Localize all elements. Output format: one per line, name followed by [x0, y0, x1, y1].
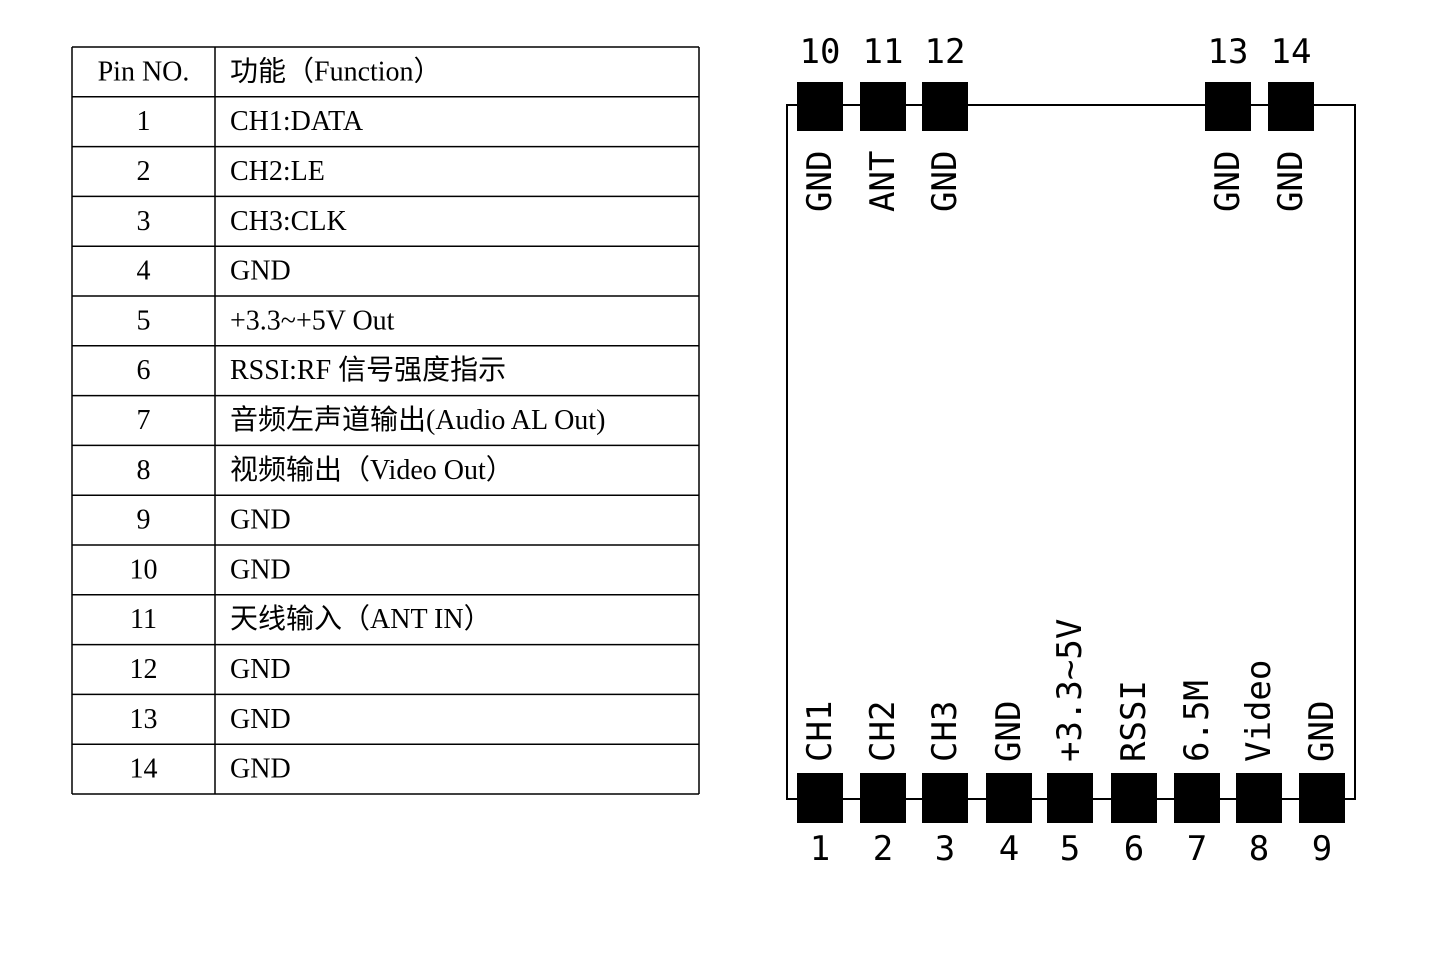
function-cell: GND: [230, 256, 291, 287]
pad: [1174, 773, 1220, 823]
pin-label: GND: [1208, 151, 1248, 212]
function-cell: GND: [230, 505, 291, 536]
pin-number: 12: [925, 32, 966, 72]
function-cell: 视频输出（Video Out）: [230, 454, 514, 486]
pin-number-cell: 13: [130, 704, 158, 735]
pin-number-cell: 1: [137, 106, 151, 137]
function-cell: RSSI:RF 信号强度指示: [230, 354, 506, 386]
pin-number: 4: [999, 829, 1019, 869]
pad: [922, 773, 968, 823]
pin-number-cell: 10: [130, 554, 158, 585]
pad: [860, 773, 906, 823]
pin-number: 2: [873, 829, 893, 869]
pin-number-cell: 8: [137, 455, 151, 486]
pin-number: 1: [810, 829, 830, 869]
table-header: Pin NO.: [98, 56, 190, 87]
pin-number: 8: [1249, 829, 1269, 869]
function-cell: CH2:LE: [230, 156, 325, 187]
function-cell: GND: [230, 754, 291, 785]
pin-label: GND: [1302, 701, 1342, 762]
pin-label: +3.3~5V: [1050, 619, 1090, 762]
pin-number: 11: [863, 32, 904, 72]
pin-label: CH2: [863, 701, 903, 762]
pin-label: GND: [1271, 151, 1311, 212]
pin-number-cell: 7: [137, 405, 151, 436]
pad: [1236, 773, 1282, 823]
function-cell: GND: [230, 554, 291, 585]
function-cell: 音频左声道输出(Audio AL Out): [230, 404, 605, 436]
pad: [797, 773, 843, 823]
pin-label: CH1: [800, 701, 840, 762]
pin-number: 7: [1187, 829, 1207, 869]
pin-number-cell: 9: [137, 505, 151, 536]
pin-number-cell: 11: [130, 604, 157, 635]
pad: [1268, 82, 1314, 131]
pad: [1299, 773, 1345, 823]
pin-number-cell: 3: [137, 206, 151, 237]
pad: [797, 82, 843, 131]
function-cell: +3.3~+5V Out: [230, 305, 395, 336]
function-cell: CH3:CLK: [230, 206, 347, 237]
pin-label: GND: [925, 151, 965, 212]
pin-number-cell: 5: [137, 305, 151, 336]
pin-number-cell: 4: [137, 256, 151, 287]
pad: [922, 82, 968, 131]
function-cell: GND: [230, 654, 291, 685]
pin-label: GND: [989, 701, 1029, 762]
table-header: 功能（Function）: [230, 55, 442, 87]
pin-number: 13: [1208, 32, 1249, 72]
pin-label: CH3: [925, 701, 965, 762]
pin-number-cell: 2: [137, 156, 151, 187]
pin-number: 10: [800, 32, 841, 72]
pin-number: 14: [1271, 32, 1312, 72]
pin-label: 6.5M: [1177, 680, 1217, 762]
function-cell: 天线输入（ANT IN）: [230, 603, 492, 635]
pin-number: 6: [1124, 829, 1144, 869]
function-cell: GND: [230, 704, 291, 735]
pin-number: 3: [935, 829, 955, 869]
pin-label: GND: [800, 151, 840, 212]
pin-number-cell: 14: [130, 754, 158, 785]
pad: [1047, 773, 1093, 823]
pad: [1111, 773, 1157, 823]
pad: [986, 773, 1032, 823]
pin-number-cell: 6: [137, 355, 151, 386]
function-cell: CH1:DATA: [230, 106, 364, 137]
pad: [1205, 82, 1251, 131]
pin-label: ANT: [863, 151, 903, 212]
pad: [860, 82, 906, 131]
pin-label: Video: [1239, 660, 1279, 762]
pin-number: 9: [1312, 829, 1332, 869]
pin-label: RSSI: [1114, 680, 1154, 762]
pin-number-cell: 12: [130, 654, 158, 685]
pin-number: 5: [1060, 829, 1080, 869]
